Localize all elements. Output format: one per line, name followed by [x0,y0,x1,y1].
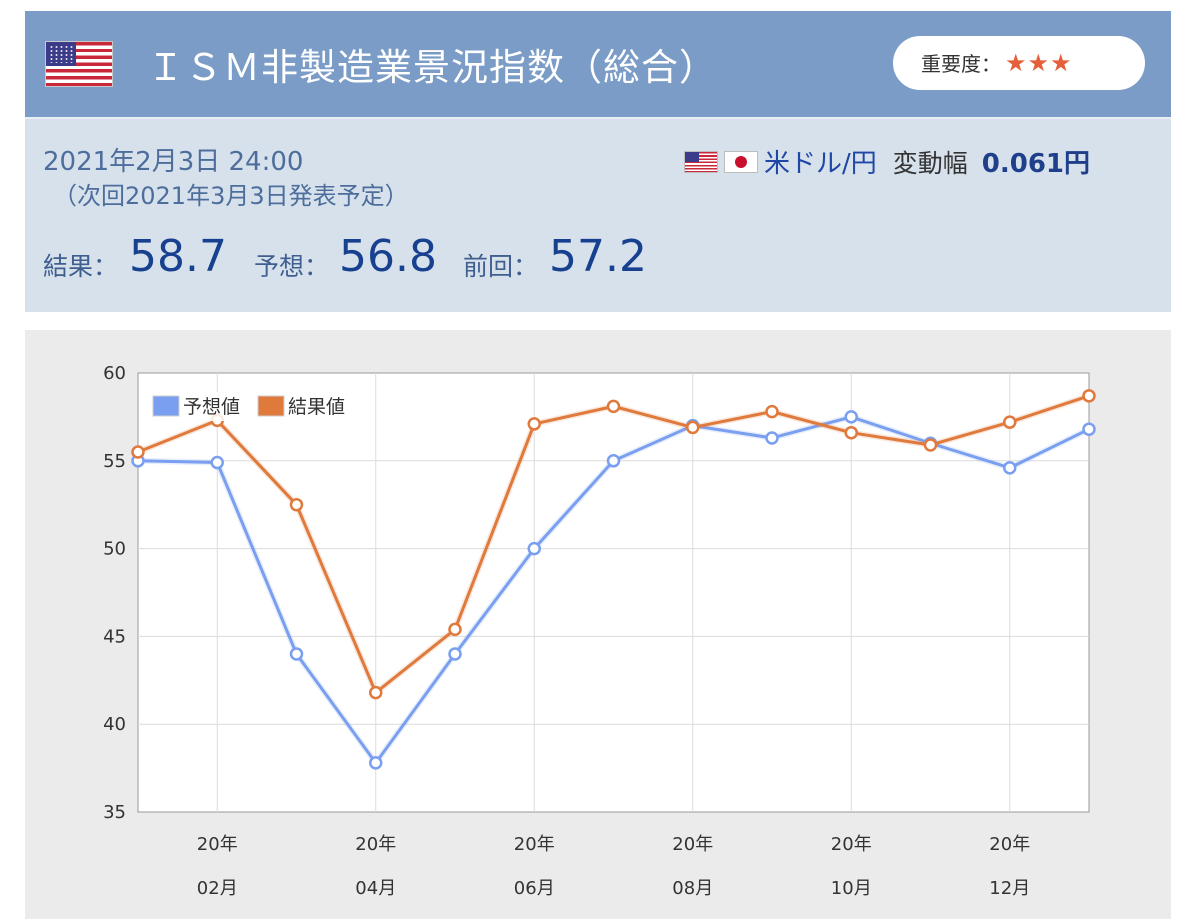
result-label: 結果： [43,252,119,281]
legend-swatch-1[interactable] [152,395,180,417]
data-point[interactable] [448,622,462,637]
x-tick-label-month: 02月 [197,878,238,899]
x-tick-label-month: 08月 [672,878,713,899]
data-point[interactable] [844,425,858,440]
y-tick-label: 35 [103,802,126,823]
importance-label: 重要度： [921,52,1001,76]
importance-stars: ★★★ [1005,49,1073,77]
data-point[interactable] [686,420,700,435]
us-flag-icon [45,41,113,87]
previous-label: 前回： [463,252,539,281]
y-tick-label: 45 [103,626,126,647]
data-point[interactable] [1082,422,1096,436]
x-tick-label-year: 20年 [672,834,713,855]
legend-label-2[interactable]: 結果値 [288,396,345,418]
indicator-title: ＩＳＭ非製造業景況指数（総合） [147,46,717,89]
data-point[interactable] [131,445,145,459]
data-point[interactable] [289,497,304,512]
data-point[interactable] [606,399,621,414]
x-tick-label-month: 12月 [989,878,1030,899]
data-point[interactable] [369,685,383,700]
currency-pair-link[interactable]: 米ドル/円 [764,149,877,179]
data-point[interactable] [1003,461,1017,475]
data-point[interactable] [923,438,938,452]
x-tick-label-year: 20年 [355,834,396,855]
legend-label-1[interactable]: 予想値 [183,396,240,418]
data-point[interactable] [527,417,541,431]
data-point[interactable] [1082,389,1096,403]
line-chart: 35 40 45 50 55 60 20年 02月 20年 04月 20年 06月 20年 08月 20年 1… [103,363,1096,899]
x-tick-label-month: 04月 [355,878,396,899]
x-tick-label-year: 20年 [197,834,238,855]
data-point[interactable] [527,541,541,556]
next-release-note: （次回2021年3月3日発表予定） [53,182,409,210]
data-point[interactable] [210,455,224,470]
x-tick-label-month: 06月 [514,878,555,899]
data-point[interactable] [1003,415,1017,429]
volatility-label: 変動幅 [892,148,968,178]
data-point[interactable] [606,454,621,468]
data-point[interactable] [289,647,304,661]
importance-badge: 重要度： ★★★ [893,36,1145,90]
x-tick-label-month: 10月 [831,878,872,899]
y-tick-label: 40 [103,714,126,735]
data-point[interactable] [765,431,779,445]
legend-swatch-2[interactable] [257,395,285,417]
data-point[interactable] [844,410,858,424]
volatility-value: 0.061円 [981,149,1091,179]
y-tick-label: 55 [103,451,126,472]
data-point[interactable] [369,756,383,770]
x-tick-label-year: 20年 [514,834,555,855]
release-datetime: 2021年2月3日 24:00 [43,147,304,177]
result-value: 58.7 [129,231,227,282]
jp-flag-small-icon [724,150,758,173]
chart-panel: 35 40 45 50 55 60 20年 02月 20年 04月 20年 06月 20年 08月 20年 1… [25,330,1171,919]
us-flag-small-icon [684,150,718,173]
currency-pair-row: 米ドル/円 変動幅 0.061円 [684,143,1090,179]
data-point[interactable] [765,404,779,419]
y-tick-label: 60 [103,363,126,384]
x-tick-label-year: 20年 [831,834,872,855]
data-point[interactable] [448,647,462,661]
indicator-header: ＩＳＭ非製造業景況指数（総合） 重要度： ★★★ [25,11,1171,117]
forecast-value: 56.8 [339,231,437,282]
y-tick-label: 50 [103,539,126,560]
indicator-info-panel: 2021年2月3日 24:00 （次回2021年3月3日発表予定） 米ドル/円変… [25,117,1171,312]
previous-value: 57.2 [549,231,647,282]
x-tick-label-year: 20年 [989,834,1030,855]
forecast-label: 予想： [254,252,330,281]
